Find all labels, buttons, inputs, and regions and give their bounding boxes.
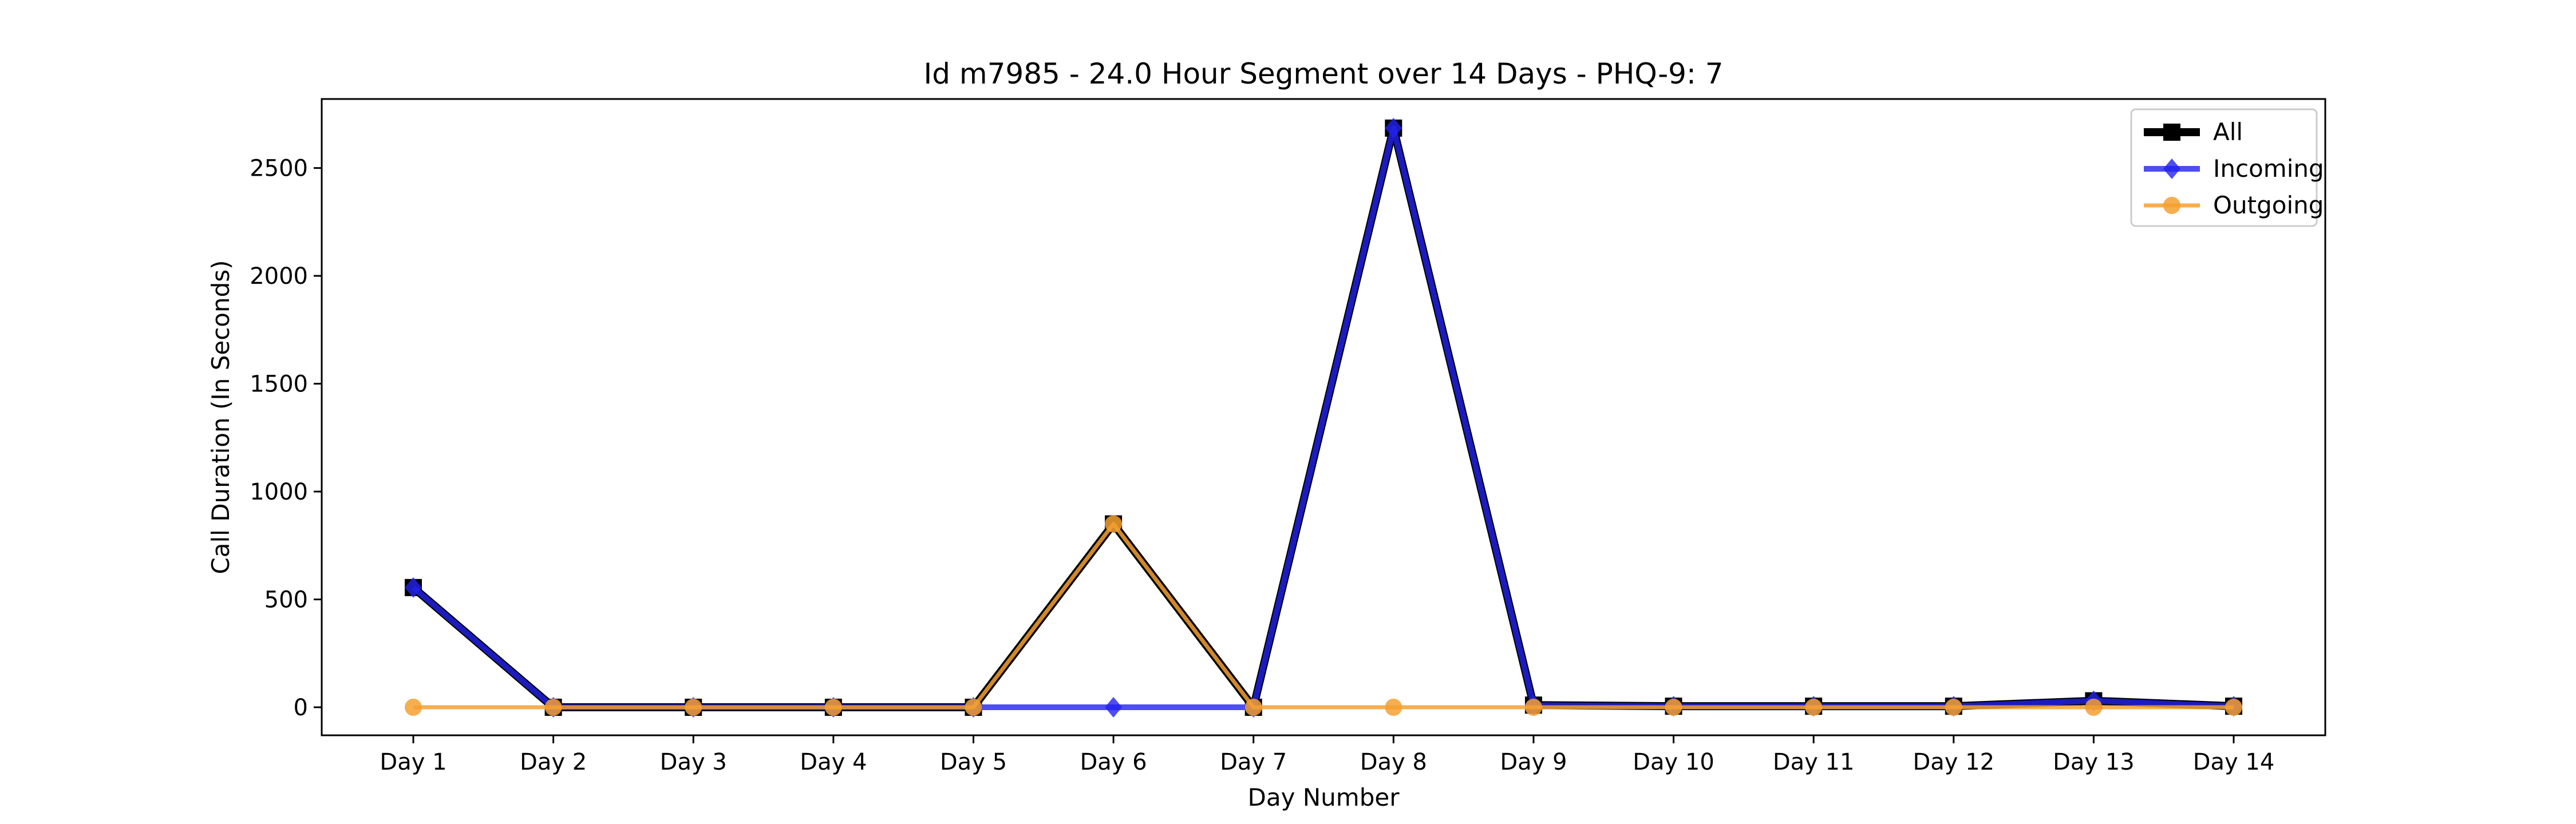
legend-marker-incoming <box>2163 159 2180 179</box>
legend-marker-outgoing <box>2163 197 2180 214</box>
x-tick-label: Day 14 <box>2193 749 2275 775</box>
x-tick-label: Day 7 <box>1220 749 1287 775</box>
data-point-outgoing <box>1665 698 1682 716</box>
y-tick-label: 1000 <box>250 479 308 505</box>
y-tick-label: 2000 <box>250 263 308 290</box>
data-point-outgoing <box>1945 698 1962 716</box>
y-tick-label: 500 <box>264 587 308 613</box>
chart-title: Id m7985 - 24.0 Hour Segment over 14 Day… <box>923 57 1723 90</box>
y-tick-label: 0 <box>294 695 308 721</box>
x-tick-label: Day 8 <box>1360 749 1427 775</box>
x-tick-label: Day 10 <box>1633 749 1714 775</box>
data-point-outgoing <box>1805 698 1823 716</box>
data-point-outgoing <box>1105 515 1123 533</box>
x-axis-label: Day Number <box>1247 783 1400 811</box>
x-tick-label: Day 6 <box>1080 749 1147 775</box>
data-point-incoming <box>1385 117 1402 138</box>
x-tick-label: Day 4 <box>800 749 867 775</box>
data-point-outgoing <box>2085 698 2103 716</box>
series-line-outgoing <box>413 522 2234 710</box>
plot-frame <box>321 98 2326 736</box>
legend-label-outgoing: Outgoing <box>2213 191 2324 219</box>
y-axis-label: Call Duration (In Seconds) <box>207 260 235 574</box>
data-point-outgoing <box>1524 698 1542 716</box>
data-point-outgoing <box>1385 698 1402 716</box>
data-point-outgoing <box>685 698 702 716</box>
series-incoming <box>405 117 2242 718</box>
data-point-outgoing <box>2225 698 2242 716</box>
x-tick-label: Day 12 <box>1913 749 1994 775</box>
data-point-outgoing <box>1244 698 1262 716</box>
data-point-outgoing <box>405 698 422 716</box>
x-tick-label: Day 11 <box>1773 749 1855 775</box>
x-tick-label: Day 9 <box>1500 749 1567 775</box>
legend-label-incoming: Incoming <box>2213 154 2324 183</box>
data-point-incoming <box>1105 696 1123 718</box>
data-point-incoming <box>405 577 422 598</box>
legend-label-all: All <box>2213 118 2243 146</box>
series-line-incoming <box>411 125 2234 710</box>
y-axis: 0 500 1000 1500 2000 2500 <box>250 156 322 721</box>
series-outgoing <box>405 515 2242 716</box>
data-point-outgoing <box>965 698 982 716</box>
legend-marker-all <box>2163 124 2180 141</box>
y-tick-label: 2500 <box>250 156 308 182</box>
x-tick-label: Day 3 <box>660 749 727 775</box>
legend: All Incoming Outgoing <box>2130 108 2324 227</box>
x-tick-label: Day 2 <box>520 749 587 775</box>
x-axis: Day 1 Day 2 Day 3 Day 4 Day 5 Day 6 Day 7 Day 8… <box>380 735 2274 775</box>
plot-series <box>405 117 2242 718</box>
x-tick-label: Day 1 <box>380 749 447 775</box>
y-tick-label: 1500 <box>250 371 308 398</box>
data-point-outgoing <box>824 698 842 716</box>
x-tick-label: Day 5 <box>940 749 1007 775</box>
data-point-outgoing <box>544 698 562 716</box>
x-tick-label: Day 13 <box>2053 749 2135 775</box>
